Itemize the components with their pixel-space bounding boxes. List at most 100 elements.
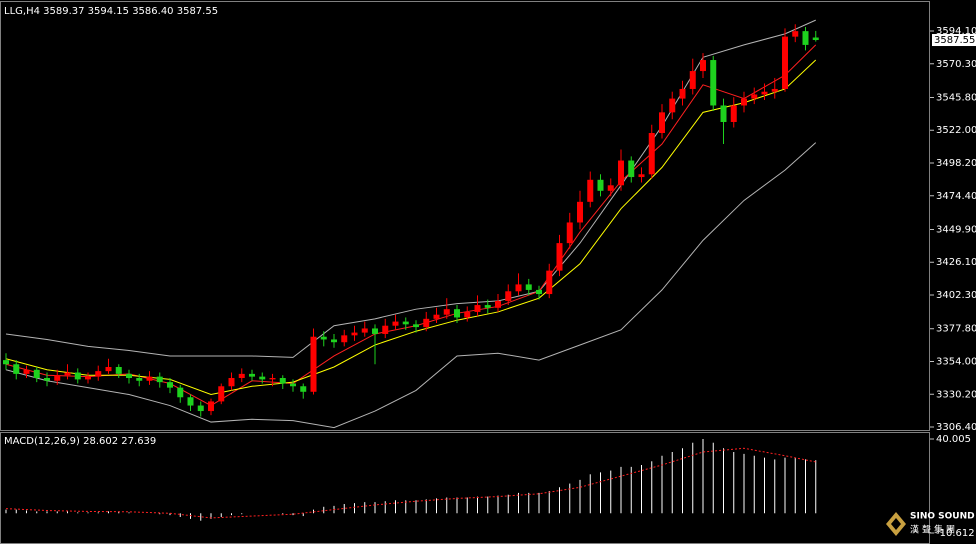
candle-body	[156, 376, 163, 383]
logo-icon-inner	[891, 518, 901, 530]
candle-body	[751, 94, 758, 99]
candle-body	[3, 360, 9, 365]
signal-line	[5, 447, 816, 519]
candle-body	[689, 71, 696, 89]
indicator-line	[5, 142, 817, 429]
candle-body	[802, 31, 809, 45]
panel-title: LLG,H4 3589.37 3594.15 3586.40 3587.55	[4, 6, 218, 17]
y-tick-label: 3354.00	[936, 356, 976, 367]
candle-body	[525, 284, 532, 290]
candle-body	[361, 328, 368, 333]
candle-body	[730, 105, 737, 122]
y-tick-label: 3377.80	[936, 324, 976, 335]
candle-body	[290, 383, 296, 387]
y-tick-label: 3570.30	[936, 59, 976, 70]
candle-body	[443, 309, 450, 315]
candle-body	[187, 397, 194, 406]
candle-body	[228, 378, 235, 387]
candle-body	[433, 314, 440, 319]
candle-body	[638, 174, 645, 178]
candle-body	[566, 222, 573, 244]
candle-body	[454, 309, 460, 318]
candle-body	[300, 386, 307, 392]
candle-body	[269, 378, 276, 380]
candle-body	[64, 372, 71, 376]
candle-body	[95, 371, 102, 377]
candle-body	[587, 179, 594, 202]
candle-body	[423, 318, 430, 328]
candle-body	[249, 373, 255, 377]
y-tick-label: 3449.90	[936, 224, 976, 235]
candle-body	[177, 387, 184, 398]
candle-body	[279, 378, 286, 384]
candle-body	[23, 369, 30, 374]
y-tick-label: 40.005	[936, 434, 971, 445]
candle-body	[402, 321, 409, 325]
price-tag-label: 3587.55	[934, 35, 975, 46]
candle-body	[659, 112, 665, 133]
candle-body	[320, 336, 327, 340]
candle-body	[597, 179, 604, 191]
candle-body	[741, 98, 747, 106]
candle-body	[331, 339, 337, 343]
candle-body	[351, 332, 358, 336]
candle-body	[413, 324, 419, 328]
candle-body	[464, 311, 471, 318]
y-tick-label: 3474.40	[936, 191, 976, 202]
candle-body	[669, 98, 676, 113]
candle-body	[546, 270, 553, 295]
candle-body	[577, 201, 583, 223]
brand-name: 漢聲集團	[910, 524, 958, 536]
candle-body	[515, 284, 522, 292]
candle-body	[628, 160, 635, 178]
candle-body	[761, 91, 768, 95]
y-tick-label: 3545.80	[936, 92, 976, 103]
candle-body	[238, 373, 245, 379]
y-tick-label: 3306.40	[936, 422, 976, 433]
candle-body	[44, 378, 50, 381]
candle-body	[126, 373, 132, 379]
candle-body	[812, 37, 819, 41]
candle-body	[105, 366, 112, 372]
candle-body	[648, 132, 655, 175]
candle-body	[700, 60, 706, 72]
candle-body	[771, 88, 778, 92]
candle-body	[484, 305, 491, 308]
y-tick-label: 3426.10	[936, 257, 976, 268]
y-tick-label: -10.612	[936, 528, 975, 539]
candle-body	[115, 366, 122, 374]
candle-body	[536, 289, 542, 295]
candle-body	[259, 376, 266, 380]
candle-body	[474, 305, 481, 312]
indicator-line	[5, 19, 816, 358]
candle-body	[33, 369, 40, 379]
candle-body	[792, 31, 799, 37]
candle-body	[197, 405, 204, 412]
candle-body	[495, 300, 501, 308]
price-tag	[932, 34, 976, 47]
candle-body	[218, 386, 225, 402]
candle-body	[13, 364, 20, 374]
candle-body	[54, 375, 61, 381]
candle-body	[167, 382, 173, 388]
y-tick-label: 3330.20	[936, 389, 976, 400]
candle-body	[208, 401, 214, 412]
watermark: SINO SOUND 漢聲集團	[886, 512, 975, 536]
candle-body	[679, 88, 686, 99]
candle-body	[505, 291, 512, 301]
candle-body	[74, 372, 81, 380]
candle-body	[556, 243, 563, 271]
panel-title: MACD(12,26,9) 28.602 27.639	[4, 436, 156, 447]
candle-body	[146, 376, 153, 381]
candle-body	[710, 60, 717, 106]
candle-body	[310, 336, 317, 392]
candle-body	[618, 160, 624, 186]
y-tick-label: 3594.10	[936, 26, 976, 37]
candle-body	[392, 321, 399, 326]
price-panel-frame	[0, 1, 930, 431]
y-tick-label: 3522.00	[936, 125, 976, 136]
brand: SINO SOUND	[910, 512, 975, 522]
